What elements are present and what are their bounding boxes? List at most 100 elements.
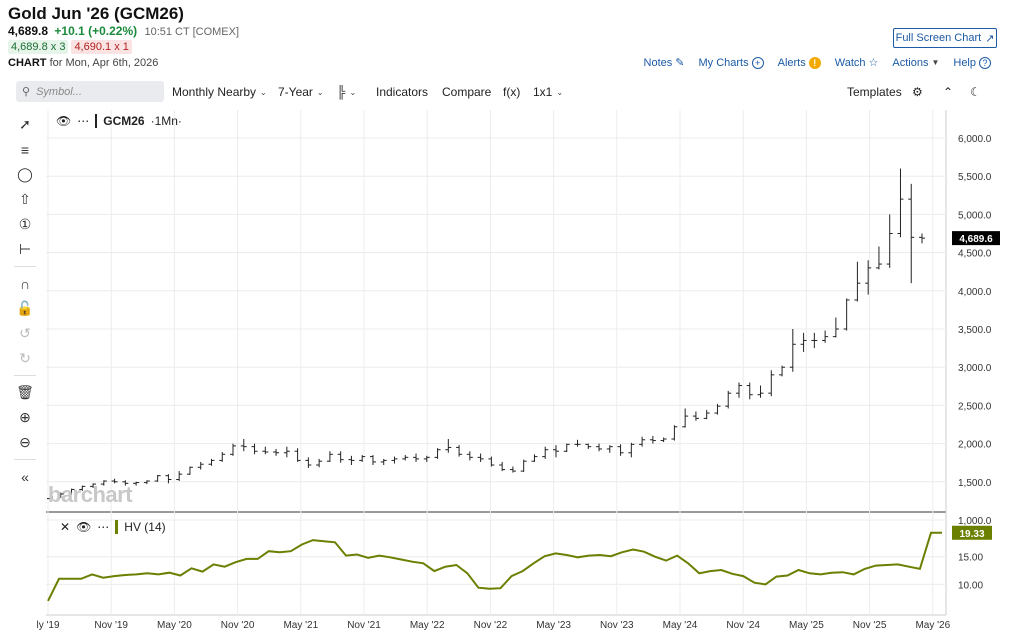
ohlc-bar [122, 480, 129, 486]
instrument-title: Gold Jun '26 (GCM26) [8, 4, 184, 23]
bar-type-select[interactable]: ╠ ⌄ [337, 85, 356, 99]
help-label: Help [953, 56, 976, 69]
dark-mode-icon[interactable]: ☾ [970, 85, 981, 99]
ohlc-bar [251, 443, 258, 455]
layout-select[interactable]: 1x1 ⌄ [533, 85, 563, 99]
watch-link[interactable]: Watch ☆ [835, 56, 879, 70]
ohlc-bar [68, 488, 75, 495]
actions-menu[interactable]: Actions ▼ [892, 57, 939, 69]
x-tick-label: May '25 [789, 620, 824, 631]
ohlc-bar [714, 403, 721, 415]
ohlc-bar [800, 332, 807, 352]
actions-label: Actions [892, 56, 929, 69]
ohlc-bar [391, 456, 398, 464]
ohlc-bar [273, 448, 280, 456]
x-tick-label: May '26 [915, 620, 950, 631]
ohlc-bar [811, 332, 818, 349]
symbol-placeholder: Symbol... [36, 85, 82, 98]
ohlc-bar [477, 453, 484, 462]
ohlc-bar [57, 492, 64, 498]
series-name: GCM26 [103, 114, 145, 128]
compare-button[interactable]: Compare [442, 85, 491, 99]
zoom-out-icon[interactable]: ⊖ [19, 434, 31, 450]
collapse-icon[interactable]: ⌃ [943, 85, 954, 99]
more-icon[interactable]: ⋯ [97, 520, 110, 534]
ohlc-bar [897, 168, 904, 238]
alerts-link[interactable]: Alerts! [778, 56, 821, 69]
my-charts-link[interactable]: My Charts + [698, 56, 764, 69]
y-tick-label: 2,000.0 [958, 440, 992, 451]
arrow-up-tool-icon[interactable]: ⇧ [19, 191, 31, 207]
ohlc-bar [445, 439, 452, 453]
ohlc-bar [337, 451, 344, 463]
redo-icon[interactable]: ↻ [19, 350, 31, 366]
symbol-search-input[interactable]: ⚲ Symbol... [16, 81, 164, 102]
magnet-icon[interactable]: ∩ [19, 275, 31, 292]
ohlc-bar [606, 445, 613, 453]
collapse-rail-icon[interactable]: « [21, 468, 29, 485]
close-icon[interactable]: ✕ [60, 520, 71, 534]
ohlc-bar [283, 446, 290, 458]
number-marker-icon[interactable]: ① [18, 216, 32, 232]
ohlc-bar [746, 382, 753, 400]
eye-icon[interactable]: 👁 [76, 520, 92, 534]
last-price: 4,689.8 [8, 24, 49, 38]
full-screen-chart-button[interactable]: Full Screen Chart ↗ [893, 28, 997, 48]
templates-button[interactable]: Templates [847, 85, 902, 99]
y-tick-label: 5,500.0 [958, 172, 992, 183]
price-change: +10.1 (+0.22%) [54, 24, 138, 38]
range-label: 7-Year [278, 85, 313, 99]
function-button[interactable]: f(x) [503, 85, 520, 99]
zoom-in-icon[interactable]: ⊕ [19, 409, 31, 425]
y-tick-label: 1,000.0 [958, 516, 992, 527]
unlock-icon[interactable]: 🔓 [16, 300, 34, 316]
fibonacci-tool-icon[interactable]: ≡ [20, 141, 30, 158]
ohlc-bar [520, 459, 527, 472]
hv-swatch [115, 520, 119, 534]
rail-divider [14, 375, 36, 376]
x-tick-label: Nov '20 [221, 620, 255, 631]
measure-tool-icon[interactable]: ⊢ [18, 241, 32, 257]
ohlc-bar [305, 457, 312, 469]
ohlc-bar [875, 246, 882, 270]
help-link[interactable]: Help? [953, 56, 991, 69]
drawing-tools-rail: ➚ ≡ ◯ ⇧ ① ⊢ ∩ 🔓 ↺ ↻ 🗑 ⊕ ⊖ « [10, 112, 40, 489]
eye-icon[interactable]: 👁 [56, 114, 72, 128]
shape-tool-icon[interactable]: ◯ [17, 166, 33, 182]
more-icon[interactable]: ⋯ [77, 114, 90, 128]
ohlc-bar [779, 365, 786, 377]
trash-icon[interactable]: 🗑 [16, 384, 34, 400]
period-select[interactable]: Monthly Nearby ⌄ [172, 85, 267, 99]
ohlc-bar [596, 443, 603, 452]
ohlc-bar [843, 298, 850, 331]
chevron-down-icon: ⌄ [349, 87, 357, 97]
hv-line [47, 531, 942, 602]
ohlc-bar [682, 408, 689, 428]
settings-gear-icon[interactable]: ⚙ [912, 85, 923, 99]
range-select[interactable]: 7-Year ⌄ [278, 85, 324, 99]
trendline-tool-icon[interactable]: ➚ [19, 116, 31, 132]
notes-label: Notes [643, 56, 673, 69]
notes-link[interactable]: Notes ✎ [643, 56, 685, 70]
chart-date: CHART for Mon, Apr 6th, 2026 [8, 57, 158, 69]
bid-badge: 4,689.8 x 3 [8, 40, 69, 54]
ohlc-bar [671, 425, 678, 441]
layout-label: 1x1 [533, 85, 553, 99]
x-tick-label: Nov '22 [474, 620, 508, 631]
ohlc-bar [854, 261, 861, 302]
templates-label: Templates [847, 85, 902, 99]
ohlc-bar [176, 471, 183, 482]
ohlc-bar [359, 455, 366, 462]
ohlc-bar [908, 183, 915, 284]
ohlc-bar [865, 260, 872, 295]
ohlc-bar [919, 233, 925, 244]
hv-tick-label: 15.00 [958, 553, 983, 564]
ohlc-bar [757, 385, 764, 398]
y-tick-label: 1,500.0 [958, 478, 992, 489]
indicators-button[interactable]: Indicators [376, 85, 428, 99]
ohlc-bar [617, 444, 624, 456]
ohlc-bar [413, 453, 420, 462]
undo-icon[interactable]: ↺ [19, 325, 31, 341]
x-tick-label: ly '19 [36, 620, 59, 631]
